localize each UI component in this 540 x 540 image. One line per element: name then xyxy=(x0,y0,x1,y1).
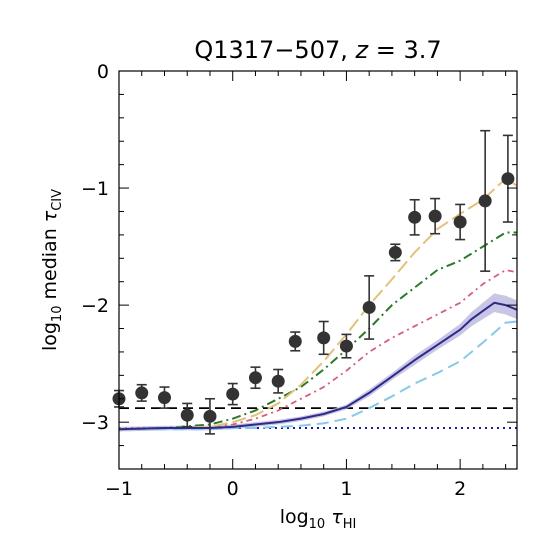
data-point xyxy=(180,408,194,422)
series-line-pink-dashdot xyxy=(119,269,517,431)
axis-ticks: −1 0 1 2 0 −1 −2 −3 xyxy=(81,61,517,500)
data-point xyxy=(362,300,376,314)
data-point xyxy=(288,334,302,348)
data-point xyxy=(428,209,442,223)
data-point xyxy=(478,194,492,208)
x-tick-label: 0 xyxy=(227,478,239,500)
x-axis-label: log10 τHI xyxy=(280,506,357,532)
data-point xyxy=(501,172,515,186)
data-point xyxy=(388,245,402,259)
y-tick-label: −1 xyxy=(81,178,109,200)
data-point xyxy=(339,339,353,353)
x-tick-label: −1 xyxy=(105,478,133,500)
y-tick-label: −3 xyxy=(81,412,109,434)
data-point xyxy=(135,386,149,400)
data-point xyxy=(226,387,240,401)
data-point xyxy=(453,215,467,229)
data-point xyxy=(203,409,217,423)
x-tick-label: 1 xyxy=(340,478,352,500)
x-tick-label: 2 xyxy=(454,478,466,500)
chart-title: Q1317−507, z = 3.7 xyxy=(194,36,441,64)
data-point xyxy=(271,374,285,388)
y-tick-label: −2 xyxy=(81,295,109,317)
plot-frame xyxy=(118,70,518,470)
data-point xyxy=(248,371,262,385)
data-point xyxy=(317,331,331,345)
data-point xyxy=(408,210,422,224)
data-point xyxy=(157,391,171,405)
series-line-cyan-dash xyxy=(119,320,517,431)
plot-area xyxy=(112,129,517,435)
series-line-solid xyxy=(119,301,517,431)
y-axis-label: log10 median τCIV xyxy=(39,189,65,351)
y-tick-label: 0 xyxy=(97,61,109,83)
